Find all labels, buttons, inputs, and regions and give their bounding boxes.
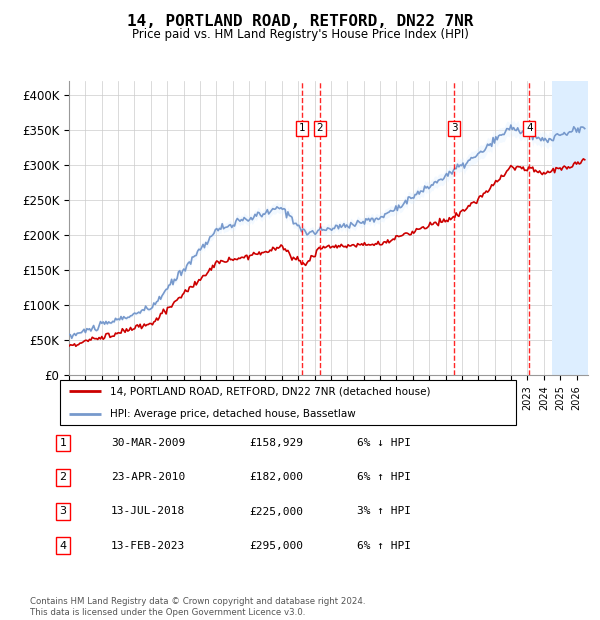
Text: 23-APR-2010: 23-APR-2010	[111, 472, 185, 482]
FancyBboxPatch shape	[60, 380, 516, 425]
Text: 3: 3	[451, 123, 458, 133]
Text: 14, PORTLAND ROAD, RETFORD, DN22 7NR: 14, PORTLAND ROAD, RETFORD, DN22 7NR	[127, 14, 473, 29]
Text: £158,929: £158,929	[249, 438, 303, 448]
Text: 2: 2	[59, 472, 67, 482]
Text: HPI: Average price, detached house, Bassetlaw: HPI: Average price, detached house, Bass…	[110, 409, 356, 419]
Text: 1: 1	[59, 438, 67, 448]
Text: 3% ↑ HPI: 3% ↑ HPI	[357, 507, 411, 516]
Text: £182,000: £182,000	[249, 472, 303, 482]
Text: 4: 4	[59, 541, 67, 551]
Text: Contains HM Land Registry data © Crown copyright and database right 2024.
This d: Contains HM Land Registry data © Crown c…	[30, 598, 365, 617]
Text: 1: 1	[299, 123, 305, 133]
Text: 4: 4	[526, 123, 533, 133]
Text: 13-FEB-2023: 13-FEB-2023	[111, 541, 185, 551]
Bar	[552, 81, 588, 375]
Text: 13-JUL-2018: 13-JUL-2018	[111, 507, 185, 516]
Text: £295,000: £295,000	[249, 541, 303, 551]
Text: 6% ↑ HPI: 6% ↑ HPI	[357, 472, 411, 482]
Text: Price paid vs. HM Land Registry's House Price Index (HPI): Price paid vs. HM Land Registry's House …	[131, 28, 469, 41]
Text: 3: 3	[59, 507, 67, 516]
Text: 30-MAR-2009: 30-MAR-2009	[111, 438, 185, 448]
Text: 2: 2	[317, 123, 323, 133]
Text: 6% ↑ HPI: 6% ↑ HPI	[357, 541, 411, 551]
Text: 6% ↓ HPI: 6% ↓ HPI	[357, 438, 411, 448]
Text: £225,000: £225,000	[249, 507, 303, 516]
Text: 14, PORTLAND ROAD, RETFORD, DN22 7NR (detached house): 14, PORTLAND ROAD, RETFORD, DN22 7NR (de…	[110, 386, 431, 396]
